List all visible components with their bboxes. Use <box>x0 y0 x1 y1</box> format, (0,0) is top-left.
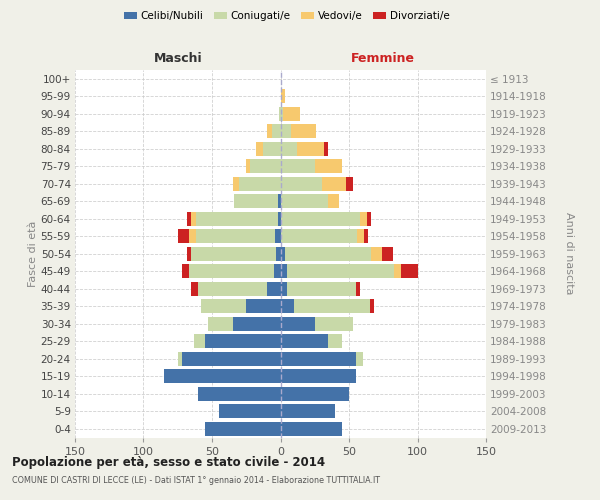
Bar <box>281 194 328 208</box>
Bar <box>281 212 360 226</box>
Bar <box>371 246 382 261</box>
Bar <box>281 404 335 418</box>
Bar <box>284 246 371 261</box>
Bar <box>194 334 205 348</box>
Bar <box>294 299 370 314</box>
Bar <box>199 282 267 296</box>
Bar <box>233 176 239 191</box>
Bar <box>281 159 315 174</box>
Bar <box>178 229 189 244</box>
Bar <box>315 159 342 174</box>
Text: Maschi: Maschi <box>154 52 202 65</box>
Bar <box>246 299 281 314</box>
Bar <box>370 299 374 314</box>
Bar <box>346 176 353 191</box>
Bar <box>356 282 360 296</box>
Bar <box>187 246 191 261</box>
Bar <box>281 176 322 191</box>
Bar <box>234 194 278 208</box>
Bar <box>281 246 284 261</box>
Bar <box>191 212 196 226</box>
Bar <box>281 352 356 366</box>
Bar <box>256 142 263 156</box>
Bar <box>182 352 281 366</box>
Bar <box>205 334 281 348</box>
Bar <box>281 386 349 401</box>
Bar <box>356 352 363 366</box>
Bar <box>281 106 283 121</box>
Bar <box>357 229 364 244</box>
Bar <box>367 212 371 226</box>
Bar <box>281 229 357 244</box>
Legend: Celibi/Nubili, Coniugati/e, Vedovi/e, Divorziati/e: Celibi/Nubili, Coniugati/e, Vedovi/e, Di… <box>120 6 454 25</box>
Bar <box>279 106 281 121</box>
Bar <box>263 142 281 156</box>
Bar <box>360 212 367 226</box>
Bar <box>322 176 346 191</box>
Bar <box>281 299 294 314</box>
Bar <box>267 282 281 296</box>
Bar <box>287 264 394 278</box>
Bar <box>315 316 353 331</box>
Bar <box>283 106 299 121</box>
Bar <box>233 316 281 331</box>
Bar <box>196 229 275 244</box>
Bar <box>219 404 281 418</box>
Bar <box>208 316 233 331</box>
Bar <box>281 264 287 278</box>
Bar <box>182 264 189 278</box>
Bar <box>281 89 284 104</box>
Bar <box>292 124 316 138</box>
Bar <box>278 212 281 226</box>
Bar <box>364 229 368 244</box>
Bar <box>272 124 281 138</box>
Bar <box>382 246 393 261</box>
Bar <box>250 159 281 174</box>
Bar <box>239 176 281 191</box>
Bar <box>189 264 274 278</box>
Bar <box>328 334 342 348</box>
Bar <box>325 142 328 156</box>
Bar <box>205 422 281 436</box>
Text: Femmine: Femmine <box>351 52 415 65</box>
Bar <box>191 282 198 296</box>
Bar <box>297 142 325 156</box>
Bar <box>281 369 356 384</box>
Bar <box>189 229 196 244</box>
Bar <box>401 264 418 278</box>
Y-axis label: Fasce di età: Fasce di età <box>28 220 38 287</box>
Bar <box>287 282 356 296</box>
Bar <box>201 299 246 314</box>
Bar <box>278 194 281 208</box>
Bar <box>328 194 340 208</box>
Bar <box>281 124 292 138</box>
Bar <box>281 334 328 348</box>
Bar <box>187 212 191 226</box>
Bar <box>274 264 281 278</box>
Bar <box>281 316 315 331</box>
Bar <box>281 142 297 156</box>
Bar <box>394 264 401 278</box>
Text: Popolazione per età, sesso e stato civile - 2014: Popolazione per età, sesso e stato civil… <box>12 456 325 469</box>
Bar <box>196 212 278 226</box>
Y-axis label: Anni di nascita: Anni di nascita <box>563 212 574 295</box>
Bar <box>281 282 287 296</box>
Bar <box>281 422 342 436</box>
Bar <box>191 246 277 261</box>
Bar <box>164 369 281 384</box>
Bar <box>275 229 281 244</box>
Bar <box>198 386 281 401</box>
Bar <box>178 352 182 366</box>
Bar <box>267 124 272 138</box>
Bar <box>277 246 281 261</box>
Text: COMUNE DI CASTRI DI LECCE (LE) - Dati ISTAT 1° gennaio 2014 - Elaborazione TUTTI: COMUNE DI CASTRI DI LECCE (LE) - Dati IS… <box>12 476 380 485</box>
Bar <box>246 159 250 174</box>
